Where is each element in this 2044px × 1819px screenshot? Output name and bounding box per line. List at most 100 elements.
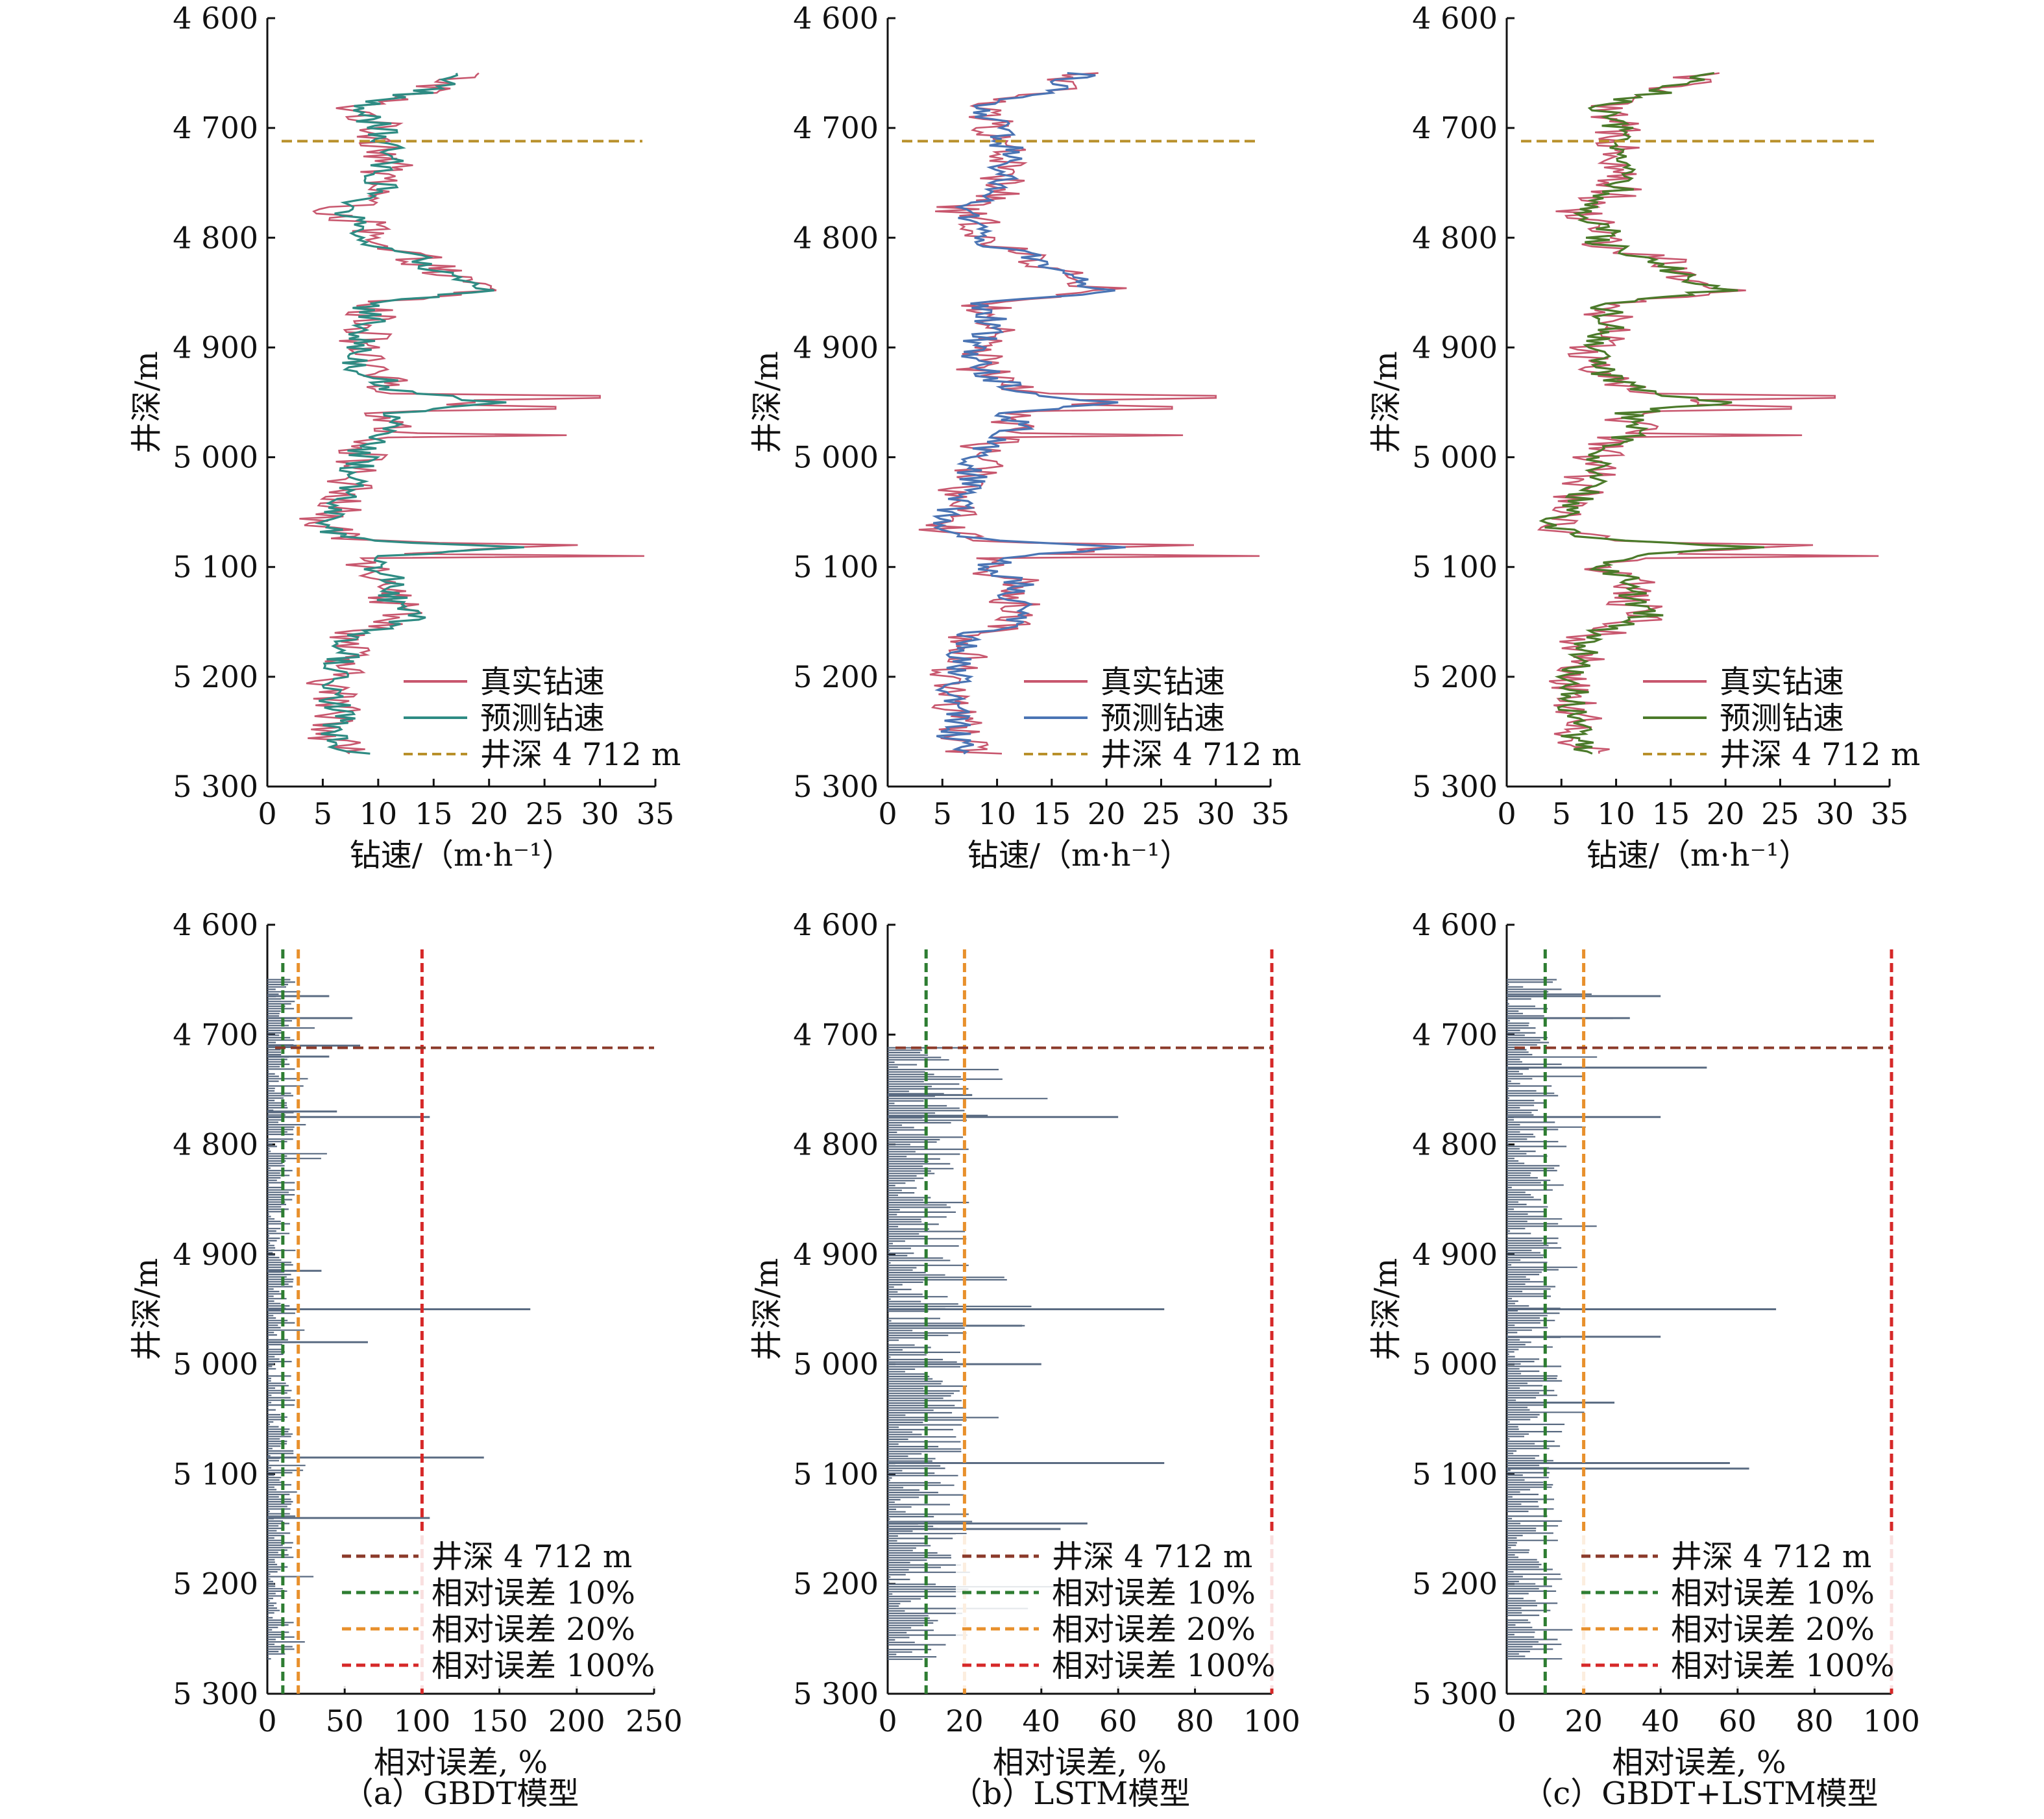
x-tick-label: 20	[1088, 796, 1126, 831]
caption-b: （b）LSTM模型	[951, 1776, 1191, 1812]
x-tick-label: 30	[1816, 796, 1854, 831]
legend-label: 真实钻速	[1101, 664, 1225, 700]
x-tick-label: 20	[945, 1703, 984, 1739]
chart-b-err: 4 600 4 700 4 800 4 900 5 000 5 100 5 200 5 300…	[749, 907, 1300, 1781]
legend-background	[956, 1534, 1280, 1689]
legend-label: 井深 4 712 m	[1052, 1539, 1252, 1575]
legend-label: 相对误差 10%	[1052, 1575, 1256, 1611]
series-predicted-rop	[314, 73, 524, 755]
legend-label: 井深 4 712 m	[432, 1539, 632, 1575]
caption-a: （a）GBDT模型	[343, 1776, 579, 1812]
legend-background	[335, 1534, 660, 1689]
y-tick-label: 4 700	[1412, 110, 1498, 145]
y-tick-label: 5 300	[793, 1676, 879, 1711]
y-axis-title: 井深/m	[1368, 351, 1404, 454]
y-tick-label: 5 200	[793, 1567, 879, 1602]
x-tick-label: 20	[470, 796, 508, 831]
y-tick-label: 4 800	[173, 1127, 258, 1162]
y-tick-label: 5 200	[793, 659, 879, 694]
y-tick-label: 4 600	[793, 907, 879, 942]
legend-label: 井深 4 712 m	[1671, 1539, 1871, 1575]
y-tick-label: 5 300	[1412, 1676, 1498, 1711]
legend-label: 相对误差 20%	[432, 1611, 635, 1648]
x-tick-label: 150	[471, 1703, 528, 1739]
y-tick-label: 5 200	[1412, 1567, 1498, 1602]
y-tick-label: 5 100	[793, 1456, 879, 1491]
caption-c: （c）GBDT+LSTM模型	[1522, 1776, 1878, 1812]
y-tick-label: 5 300	[793, 769, 879, 804]
legend-label: 真实钻速	[1720, 664, 1844, 700]
legend-label: 井深 4 712 m	[1720, 737, 1920, 773]
y-tick-label: 5 000	[173, 440, 258, 475]
legend-label: 相对误差 20%	[1052, 1611, 1256, 1648]
y-axis-title: 井深/m	[128, 1258, 165, 1361]
y-tick-label: 4 800	[1412, 1127, 1498, 1162]
y-axis-title: 井深/m	[128, 351, 165, 454]
x-tick-label: 80	[1176, 1703, 1214, 1739]
y-tick-label: 5 100	[173, 550, 258, 585]
y-tick-label: 4 800	[793, 1127, 879, 1162]
x-axis-title: 相对误差, %	[374, 1744, 548, 1781]
y-tick-label: 5 100	[173, 1456, 258, 1491]
x-axis-title: 钻速/（m·h⁻¹）	[350, 837, 573, 873]
x-tick-label: 60	[1719, 1703, 1757, 1739]
y-tick-label: 5 000	[1412, 440, 1498, 475]
y-tick-label: 4 600	[1412, 1, 1498, 36]
x-tick-label: 0	[1497, 1703, 1516, 1739]
y-tick-label: 4 900	[1412, 330, 1498, 365]
y-tick-label: 4 900	[793, 330, 879, 365]
x-tick-label: 30	[581, 796, 619, 831]
x-tick-label: 40	[1023, 1703, 1061, 1739]
y-tick-label: 5 000	[793, 1347, 879, 1382]
chart-a-err: 4 600 4 700 4 800 4 900 5 000 5 100 5 200 5 300…	[128, 907, 683, 1781]
x-tick-label: 250	[626, 1703, 683, 1739]
legend-label: 相对误差 10%	[432, 1575, 635, 1611]
y-tick-label: 4 800	[173, 220, 258, 255]
y-tick-label: 4 900	[1412, 1237, 1498, 1272]
x-tick-label: 25	[526, 796, 564, 831]
x-tick-label: 25	[1761, 796, 1799, 831]
x-tick-label: 200	[548, 1703, 605, 1739]
y-tick-label: 5 000	[793, 440, 879, 475]
y-tick-label: 5 200	[1412, 659, 1498, 694]
y-tick-label: 5 200	[173, 659, 258, 694]
y-tick-label: 4 900	[173, 1237, 258, 1272]
series-predicted-rop	[1539, 72, 1764, 755]
legend-label: 预测钻速	[1720, 700, 1844, 737]
y-tick-label: 5 000	[1412, 1347, 1498, 1382]
x-tick-label: 35	[1871, 796, 1909, 831]
x-tick-label: 30	[1197, 796, 1235, 831]
y-axis-title: 井深/m	[749, 1258, 785, 1361]
x-tick-label: 0	[878, 796, 897, 831]
x-tick-label: 15	[1033, 796, 1071, 831]
y-axis-title: 井深/m	[1368, 1258, 1404, 1361]
x-axis-title: 相对误差, %	[993, 1744, 1167, 1781]
legend-background	[1575, 1534, 1899, 1689]
y-tick-label: 5 000	[173, 1347, 258, 1382]
x-tick-label: 40	[1642, 1703, 1680, 1739]
x-axis-title: 钻速/（m·h⁻¹）	[967, 837, 1191, 873]
x-tick-label: 10	[1597, 796, 1635, 831]
x-tick-label: 0	[878, 1703, 897, 1739]
x-tick-label: 20	[1564, 1703, 1603, 1739]
legend-label: 预测钻速	[480, 700, 605, 737]
y-tick-label: 4 900	[793, 1237, 879, 1272]
legend-label: 相对误差 100%	[1671, 1648, 1895, 1684]
y-tick-label: 4 600	[173, 1, 258, 36]
x-tick-label: 50	[326, 1703, 364, 1739]
y-tick-label: 4 800	[793, 220, 879, 255]
x-tick-label: 35	[637, 796, 675, 831]
x-tick-label: 20	[1707, 796, 1745, 831]
y-axis-title: 井深/m	[749, 351, 785, 454]
x-tick-label: 5	[313, 796, 332, 831]
x-tick-label: 60	[1099, 1703, 1138, 1739]
legend-label: 相对误差 100%	[432, 1648, 655, 1684]
chart-c-err: 4 600 4 700 4 800 4 900 5 000 5 100 5 200 5 300…	[1368, 907, 1920, 1781]
legend-label: 相对误差 10%	[1671, 1575, 1875, 1611]
x-tick-label: 5	[933, 796, 952, 831]
series-relative-error	[267, 979, 327, 1660]
